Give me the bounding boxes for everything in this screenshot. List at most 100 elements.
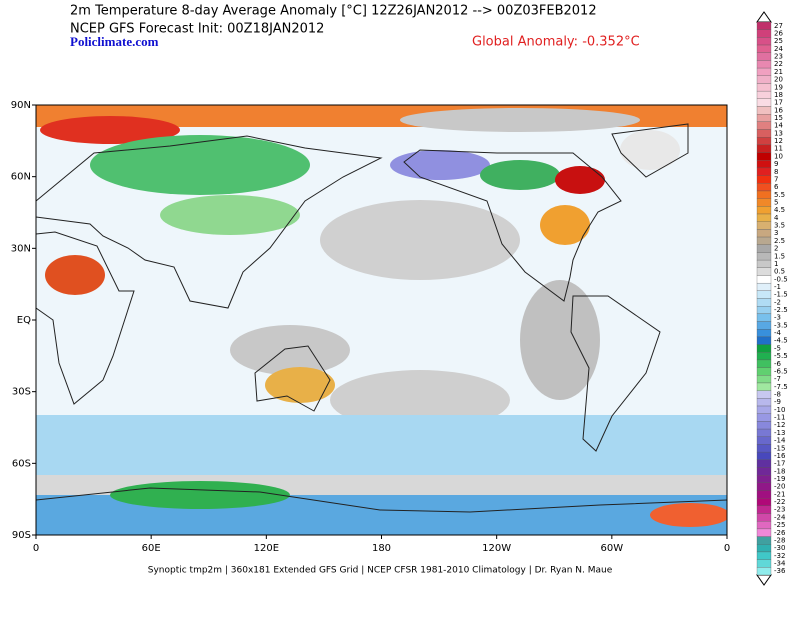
- anomaly-canada-warm: [555, 166, 605, 194]
- colorbar-label: 11: [774, 145, 783, 153]
- colorbar-swatch: [756, 375, 772, 384]
- lat-label: 60N: [11, 172, 31, 183]
- colorbar-swatch: [756, 559, 772, 568]
- colorbar-swatch: [756, 521, 772, 530]
- colorbar-label: -21: [774, 490, 785, 498]
- colorbar-swatch: [756, 75, 772, 84]
- lat-label: 90S: [12, 530, 31, 541]
- colorbar-label: -34: [774, 559, 786, 567]
- colorbar-label: -1.5: [774, 291, 788, 299]
- colorbar-swatch: [756, 482, 772, 491]
- colorbar-swatch: [756, 44, 772, 53]
- colorbar-swatch: [756, 152, 772, 161]
- anomaly-patch: [160, 195, 300, 235]
- colorbar-label: 12: [774, 137, 783, 145]
- lon-label: 0: [724, 543, 730, 554]
- colorbar-label: 20: [774, 76, 783, 84]
- colorbar-label: -1: [774, 283, 781, 291]
- colorbar-swatch: [756, 367, 772, 376]
- colorbar-swatch: [756, 290, 772, 299]
- anomaly-patch: [400, 108, 640, 132]
- colorbar-label: 3: [774, 229, 778, 237]
- colorbar-swatch: [756, 436, 772, 445]
- colorbar-swatch: [756, 390, 772, 399]
- colorbar-swatch: [756, 129, 772, 138]
- lon-label: 180: [372, 543, 391, 554]
- colorbar-label: -8: [774, 391, 781, 399]
- colorbar-swatch: [756, 505, 772, 514]
- colorbar-label: -26: [774, 529, 786, 537]
- anomaly-asia-cold: [90, 135, 310, 195]
- coastline-north-america: [403, 149, 622, 302]
- colorbar-swatch: [756, 344, 772, 353]
- coastline-australia: [254, 345, 331, 412]
- colorbar-swatch: [756, 267, 772, 276]
- colorbar-swatch: [756, 359, 772, 368]
- colorbar-swatch: [756, 336, 772, 345]
- anomaly-patch: [650, 503, 727, 527]
- colorbar-swatch: [756, 98, 772, 107]
- anomaly-sahara-warm: [45, 255, 105, 295]
- colorbar-swatch: [756, 198, 772, 207]
- colorbar-swatch: [756, 221, 772, 230]
- colorbar-swatch: [756, 405, 772, 414]
- colorbar-label: -19: [774, 475, 785, 483]
- lat-label: 90N: [11, 100, 31, 111]
- colorbar-label: 24: [774, 45, 783, 53]
- colorbar-label: -22: [774, 498, 785, 506]
- colorbar-swatch: [756, 313, 772, 322]
- anomaly-us-warm: [540, 205, 590, 245]
- colorbar-swatch: [756, 83, 772, 92]
- colorbar-swatch: [756, 137, 772, 146]
- colorbar-swatch: [756, 352, 772, 361]
- colorbar-swatch: [756, 567, 772, 576]
- colorbar-label: 0.5: [774, 268, 785, 276]
- colorbar-label: -16: [774, 452, 786, 460]
- anomaly-patch: [390, 150, 490, 180]
- colorbar-swatch: [756, 167, 772, 176]
- lat-label: EQ: [17, 315, 31, 326]
- colorbar-label: -12: [774, 421, 785, 429]
- coastline-antarctica: [36, 487, 727, 513]
- colorbar-label: 7: [774, 175, 778, 183]
- colorbar-label: -13: [774, 429, 785, 437]
- lat-label: 30N: [11, 243, 31, 254]
- colorbar-label: 5: [774, 198, 778, 206]
- colorbar-label: -2: [774, 298, 781, 306]
- colorbar-label: -3.5: [774, 321, 788, 329]
- colorbar-swatch: [756, 498, 772, 507]
- lon-label: 60W: [601, 543, 624, 554]
- anomaly-patch: [620, 130, 680, 170]
- lon-label: 60E: [142, 543, 161, 554]
- lon-label: 120W: [482, 543, 511, 554]
- colorbar-swatch: [756, 306, 772, 315]
- colorbar-label: 18: [774, 91, 783, 99]
- colorbar-swatch: [756, 536, 772, 545]
- global-anomaly: Global Anomaly: -0.352°C: [472, 35, 640, 50]
- lat-label: 30S: [12, 387, 31, 398]
- colorbar-swatch: [756, 551, 772, 560]
- colorbar-swatch: [756, 321, 772, 330]
- colorbar-swatch: [756, 52, 772, 61]
- anomaly-patch: [320, 200, 520, 280]
- colorbar-swatch: [756, 90, 772, 99]
- colorbar-swatch: [756, 175, 772, 184]
- anomaly-patch: [40, 116, 180, 144]
- colorbar-label: 10: [774, 152, 783, 160]
- colorbar-label: 9: [774, 160, 778, 168]
- title: 2m Temperature 8-day Average Anomaly [°C…: [70, 4, 597, 19]
- colorbar-label: 2.5: [774, 237, 785, 245]
- colorbar-swatch: [756, 282, 772, 291]
- colorbar-label: -4: [774, 329, 782, 337]
- colorbar-swatch: [756, 428, 772, 437]
- colorbar-label: -28: [774, 536, 785, 544]
- colorbar-swatch: [756, 513, 772, 522]
- colorbar-swatch: [756, 490, 772, 499]
- colorbar-swatch: [756, 298, 772, 307]
- colorbar-label: 15: [774, 114, 783, 122]
- colorbar-label: -6: [774, 360, 782, 368]
- coastline-africa: [36, 231, 135, 405]
- colorbar-swatch: [756, 29, 772, 38]
- colorbar-label: -2.5: [774, 306, 788, 314]
- site-name: Policlimate.com: [70, 34, 159, 49]
